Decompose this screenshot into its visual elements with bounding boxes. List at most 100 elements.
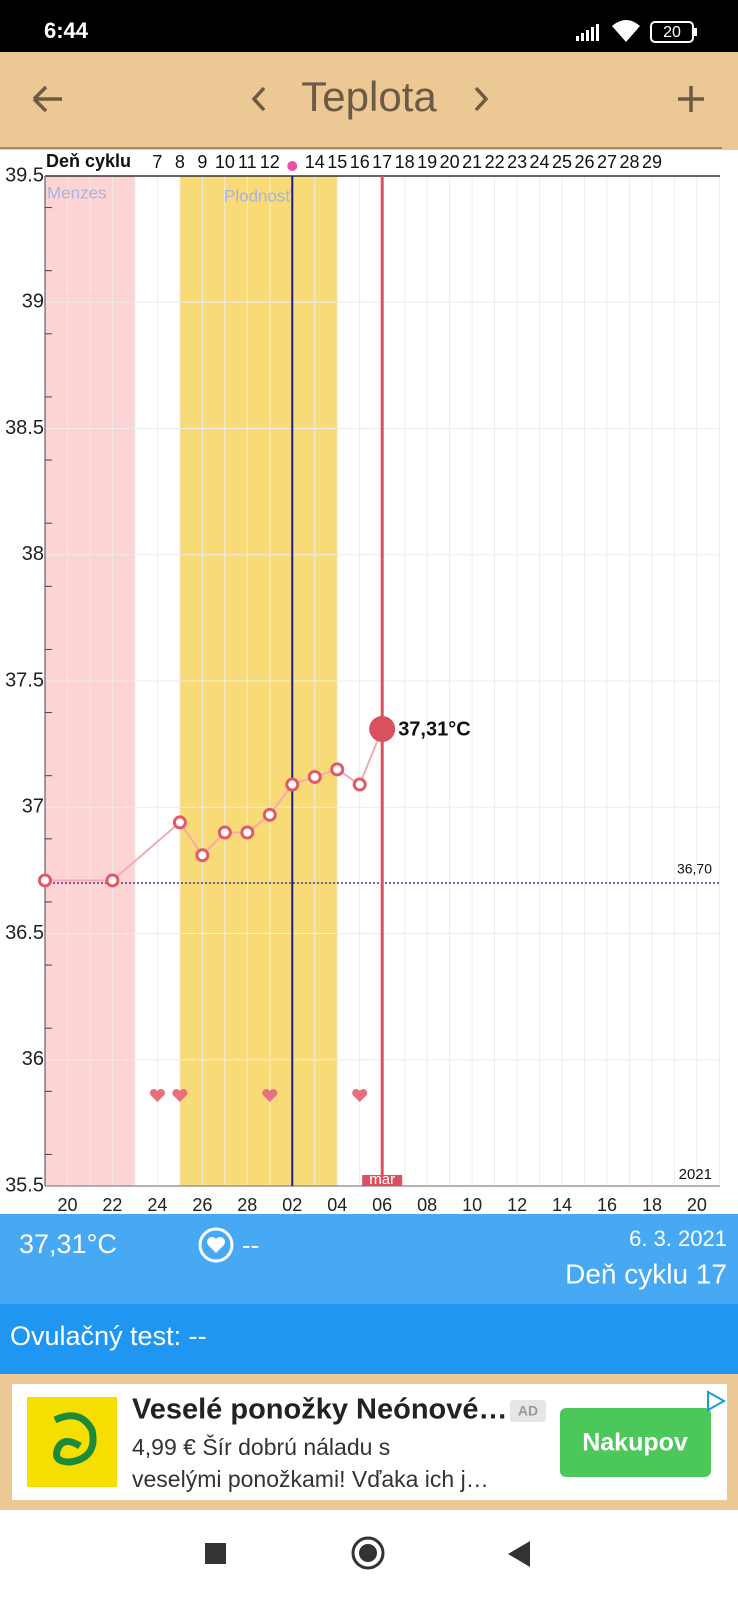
y-tick-label: 39.5 <box>5 164 44 186</box>
ad-line-2: veselými ponožkami! Vďaka ich j… <box>132 1466 489 1492</box>
status-time: 6:44 <box>44 18 89 43</box>
cycle-day-label: 28 <box>619 152 639 172</box>
y-tick-label: 36.5 <box>5 922 44 944</box>
cycle-day-label: 17 <box>372 152 392 172</box>
battery-icon <box>650 21 694 43</box>
x-tick-label: 20 <box>687 1195 707 1215</box>
month-tag <box>362 1175 403 1186</box>
x-tick-label: 24 <box>147 1195 167 1215</box>
y-tick-label: 37.5 <box>5 669 44 691</box>
cycle-day-label: 19 <box>417 152 437 172</box>
battery-level: 20 <box>663 24 681 41</box>
x-tick-label: 26 <box>192 1195 212 1215</box>
summary-date: 6. 3. 2021 <box>629 1226 727 1251</box>
intercourse-icon[interactable] <box>198 1227 234 1263</box>
ad-button[interactable] <box>560 1408 711 1477</box>
line-segment <box>111 821 181 882</box>
summary-temperature: 37,31°C <box>19 1229 117 1259</box>
value-label: 37,31°C <box>398 718 471 740</box>
point <box>105 873 120 888</box>
intercourse-heart <box>352 1088 368 1102</box>
y-tick-label: 36 <box>22 1048 44 1070</box>
point <box>307 769 322 784</box>
cycle-day-label: 15 <box>327 152 347 172</box>
header-title: Teplota <box>301 73 437 120</box>
cycle-day-label: 23 <box>507 152 527 172</box>
x-tick-label: 04 <box>327 1195 347 1215</box>
ad-badge: AD <box>518 1403 538 1419</box>
wifi-icon <box>612 20 640 42</box>
nav-recents[interactable] <box>205 1543 226 1564</box>
summary-panel <box>0 1214 738 1304</box>
y-tick-label: 38.5 <box>5 417 44 439</box>
cycle-day-label: 24 <box>530 152 550 172</box>
ad-choices-icon[interactable] <box>707 1390 727 1412</box>
x-tick-label: 10 <box>462 1195 482 1215</box>
year-label: 2021 <box>679 1166 712 1183</box>
signal-icon <box>576 24 599 41</box>
cycle-day-label: 18 <box>395 152 415 172</box>
y-tick-label: 35.5 <box>5 1174 44 1196</box>
x-tick-label: 22 <box>102 1195 122 1215</box>
cycle-day-label: 25 <box>552 152 572 172</box>
nav-home[interactable] <box>351 1536 385 1570</box>
cycle-day-label: 9 <box>197 152 207 172</box>
nav-back[interactable] <box>508 1541 530 1567</box>
band-label: Menzes <box>47 183 107 202</box>
intercourse-heart <box>172 1088 188 1102</box>
point <box>352 777 367 792</box>
x-tick-label: 08 <box>417 1195 437 1215</box>
y-tick-label: 37 <box>22 796 44 818</box>
ad-badge-box <box>510 1400 546 1422</box>
ovulation-panel[interactable] <box>0 1304 738 1374</box>
x-tick-label: 12 <box>507 1195 527 1215</box>
battery-tip <box>694 28 697 36</box>
summary-cycle-day: Deň cyklu 17 <box>565 1258 727 1289</box>
cycle-day-label: 20 <box>440 152 460 172</box>
cycle-day-label: 8 <box>175 152 185 172</box>
band-label: Plodnosť <box>224 186 292 205</box>
point <box>369 715 396 742</box>
intercourse-heart <box>149 1088 165 1102</box>
ovulation-test: Ovulačný test: -- <box>10 1321 207 1351</box>
x-tick-label: 18 <box>642 1195 662 1215</box>
point <box>38 873 52 888</box>
cycle-day-label: 11 <box>238 152 257 172</box>
cycle-day-label: 29 <box>642 152 662 172</box>
reference-label: 36,70 <box>677 861 712 877</box>
y-tick-label: 38 <box>22 543 44 565</box>
ad-line-1: 4,99 € Šír dobrú náladu s <box>132 1433 390 1460</box>
month-label: mar <box>369 1171 395 1188</box>
point <box>172 815 187 830</box>
x-tick-label: 14 <box>552 1195 572 1215</box>
cycle-day-label: 21 <box>462 152 482 172</box>
cycle-day-label: 16 <box>350 152 370 172</box>
intercourse-heart <box>207 1236 225 1253</box>
back-button[interactable] <box>32 85 62 113</box>
cycle-day-label: 26 <box>575 152 595 172</box>
point <box>285 777 300 792</box>
cycle-row-label: Deň cyklu <box>46 151 131 171</box>
ad-logo-mark <box>53 1412 97 1466</box>
ovulation-marker <box>287 161 298 171</box>
header <box>0 52 738 150</box>
x-tick-label: 28 <box>237 1195 257 1215</box>
nav-home-dot <box>359 1544 377 1562</box>
ad-button-label: Nakupov <box>582 1429 688 1457</box>
cycle-day-label: 14 <box>305 152 325 172</box>
x-tick-label: 16 <box>597 1195 617 1215</box>
x-tick-label: 02 <box>282 1195 302 1215</box>
point <box>240 825 255 840</box>
x-tick-label: 20 <box>57 1195 77 1215</box>
next-button[interactable] <box>474 86 489 112</box>
cycle-day-label: 7 <box>152 152 162 172</box>
ad-title: Veselé ponožky Neónové… <box>132 1394 508 1426</box>
point <box>217 825 232 840</box>
point <box>195 848 210 863</box>
point <box>262 807 277 822</box>
cycle-day-label: 10 <box>215 152 235 172</box>
add-button[interactable] <box>678 86 704 112</box>
prev-button[interactable] <box>251 86 266 112</box>
